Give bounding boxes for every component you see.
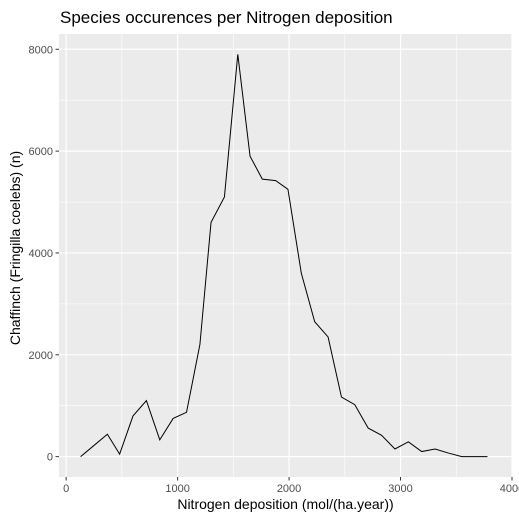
- x-tick-label: 2000: [277, 483, 301, 495]
- grid-minor: [59, 34, 512, 477]
- x-tick-label: 3000: [388, 483, 412, 495]
- chart-title: Species occurences per Nitrogen depositi…: [60, 8, 393, 27]
- y-tick-label: 8000: [29, 44, 53, 56]
- y-tick-label: 4000: [29, 248, 53, 260]
- grid-major: [59, 34, 513, 477]
- data-line: [80, 54, 488, 458]
- x-tick-label: 0: [63, 483, 69, 495]
- axis-ticks: [55, 48, 513, 481]
- x-axis-title: Nitrogen deposition (mol/(ha.year)): [177, 496, 393, 512]
- y-axis-title: Chaffinch (Fringilla coelebs) (n): [7, 151, 23, 345]
- x-tick-label: 4000: [500, 483, 519, 495]
- plot-panel: [59, 34, 512, 477]
- y-tick-label: 0: [47, 452, 53, 464]
- x-tick-label: 1000: [165, 483, 189, 495]
- y-tick-label: 2000: [29, 350, 53, 362]
- y-tick-label: 6000: [29, 146, 53, 158]
- tick-labels: 0 1000 2000 3000 4000 0 2000 4000 6000 8000: [29, 44, 519, 495]
